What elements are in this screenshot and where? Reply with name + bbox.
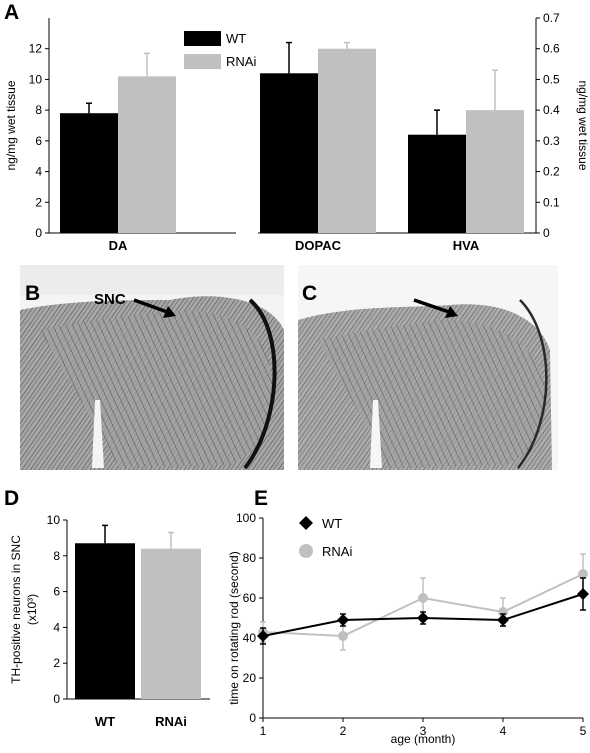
e-point-rnai (418, 593, 428, 603)
d-tick-label: 0 (53, 692, 60, 706)
e-xlabel: age (month) (391, 732, 456, 746)
d-tick-label: 10 (47, 513, 61, 527)
e-ylabel: time on rotating rod (second) (227, 551, 241, 704)
a-right-tick-label: 0.6 (543, 42, 560, 56)
e-legend-marker-wt (299, 516, 313, 530)
micrograph-b: B SNC (20, 265, 284, 470)
e-point-wt (417, 612, 429, 624)
d-tick-label: 4 (53, 620, 60, 634)
e-legend-label-rnai: RNAi (322, 544, 352, 559)
a-bar-dopac-wt (260, 73, 318, 234)
e-x-tick-label: 4 (500, 724, 507, 738)
a-left-tick-label: 6 (35, 134, 42, 148)
e-y-tick-label: 80 (243, 551, 257, 565)
d-tick-label: 2 (53, 656, 60, 670)
e-y-tick-label: 0 (249, 711, 256, 725)
a-left-tick-label: 2 (35, 195, 42, 209)
a-bar-da-rnai (118, 76, 176, 233)
a-left-tick-label: 0 (35, 226, 42, 240)
a-legend-label-rnai: RNAi (226, 54, 256, 69)
a-category-label: DOPAC (295, 238, 342, 253)
d-tick-label: 6 (53, 585, 60, 599)
a-right-tick-label: 0.4 (543, 103, 560, 117)
d-tick-label: 8 (53, 549, 60, 563)
panel-a-bars: DA DOPAC HVA (60, 41, 524, 253)
panel-a-bar-chart: 0 2 4 6 8 10 12 ng/mg wet tissue 0 0.1 0.2 0.3 0.4 0.… (4, 11, 590, 253)
d-category-label: WT (95, 714, 115, 729)
panel-a-legend: WT RNAi (184, 31, 256, 69)
d-ylabel: TH-positive neurons in SNC (9, 535, 23, 684)
a-right-tick-label: 0.3 (543, 134, 560, 148)
a-right-ylabel: ng/mg wet tissue (576, 80, 590, 170)
a-right-tick-label: 0.5 (543, 72, 560, 86)
a-left-ylabel: ng/mg wet tissue (4, 80, 18, 170)
a-bar-dopac-rnai (318, 48, 376, 233)
d-bar-wt (75, 543, 135, 699)
e-x-tick-label: 2 (340, 724, 347, 738)
e-y-tick-label: 100 (236, 511, 256, 525)
a-left-tick-label: 12 (29, 42, 43, 56)
panel-e-series (257, 553, 589, 651)
a-left-tick-label: 4 (35, 165, 42, 179)
d-category-label: RNAi (155, 714, 187, 729)
e-x-tick-label: 5 (580, 724, 587, 738)
panel-e-legend: WT RNAi (299, 516, 352, 559)
e-point-rnai (578, 569, 588, 579)
a-legend-swatch-wt (184, 31, 221, 46)
d-ylabel-unit: (x10³) (25, 594, 39, 625)
panel-label-a: A (4, 1, 19, 24)
a-legend-label-wt: WT (226, 31, 246, 46)
panel-label-b: B (25, 282, 40, 305)
d-bar-rnai (141, 548, 201, 699)
a-bar-hva-wt (408, 134, 466, 233)
a-right-tick-label: 0.1 (543, 195, 560, 209)
a-right-tick-label: 0.2 (543, 165, 560, 179)
a-legend-swatch-rnai (184, 54, 221, 69)
e-point-wt (497, 614, 509, 626)
e-point-wt (257, 630, 269, 642)
e-x-tick-label: 3 (420, 724, 427, 738)
e-point-wt (337, 614, 349, 626)
micrograph-c: C (298, 265, 558, 470)
snc-label: SNC (94, 291, 126, 308)
e-legend-label-wt: WT (322, 516, 342, 531)
panel-label-c: C (302, 282, 317, 305)
panel-e-line-chart: 0 20 40 60 80 100 1 2 3 4 5 age (month) time on rota… (227, 511, 589, 746)
e-x-tick-label: 1 (260, 724, 267, 738)
a-bar-hva-rnai (466, 110, 524, 233)
a-category-label: HVA (453, 238, 480, 253)
panel-d-bars: WT RNAi (75, 524, 201, 729)
a-left-tick-label: 10 (29, 72, 43, 86)
a-left-tick-label: 8 (35, 103, 42, 117)
e-y-tick-label: 40 (243, 631, 257, 645)
panel-label-e: E (254, 487, 268, 510)
e-point-rnai (338, 631, 348, 641)
a-category-label: DA (109, 238, 128, 253)
snc-arrow-c (413, 298, 453, 315)
panel-label-d: D (4, 487, 19, 510)
a-bar-da-wt (60, 113, 118, 233)
a-right-tick-label: 0.7 (543, 11, 560, 25)
panel-e-axes: 0 20 40 60 80 100 1 2 3 4 5 age (month) time on rota… (227, 511, 587, 746)
snc-arrow (133, 298, 171, 315)
e-y-tick-label: 20 (243, 671, 257, 685)
e-point-wt (577, 588, 589, 600)
a-right-tick-label: 0 (543, 226, 550, 240)
e-legend-marker-rnai (299, 544, 313, 558)
e-y-tick-label: 60 (243, 591, 257, 605)
